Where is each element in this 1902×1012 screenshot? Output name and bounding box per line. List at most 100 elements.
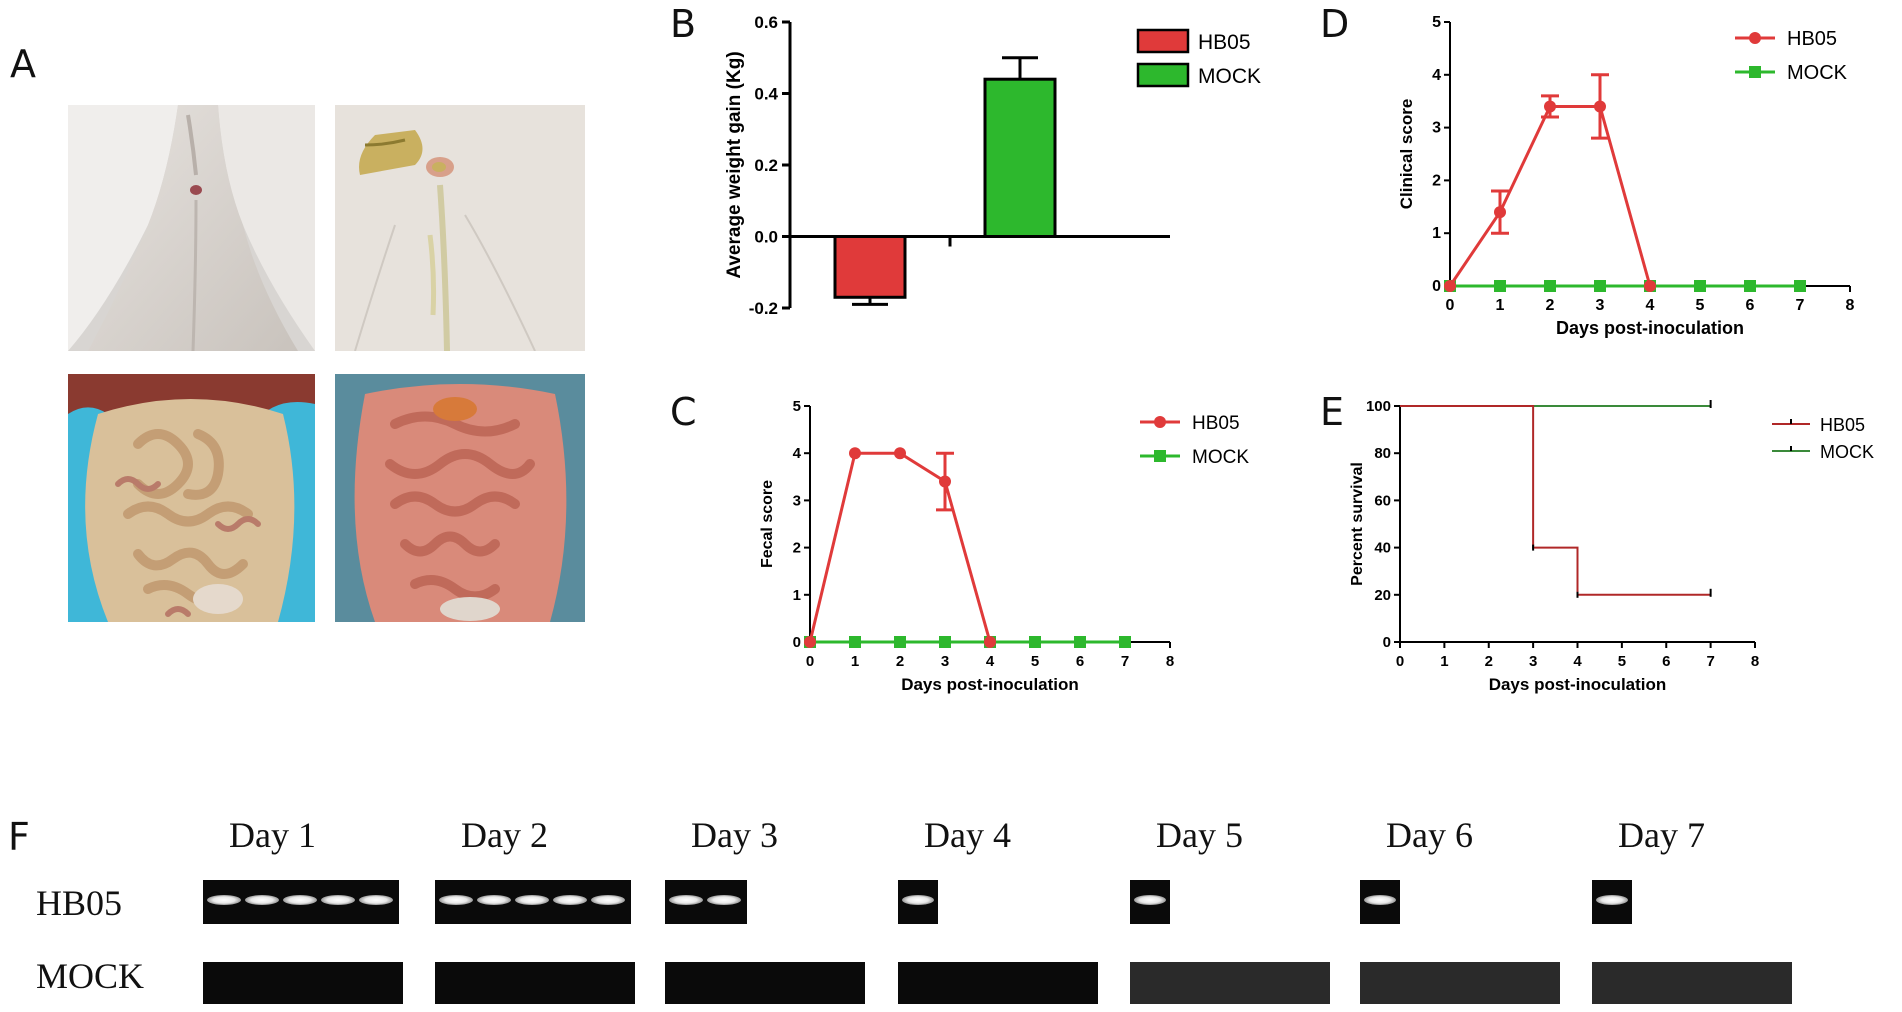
y-tick-label: 0	[1383, 634, 1391, 651]
y-tick-label: 2	[793, 540, 801, 557]
series-line-hb05	[1400, 405, 1711, 596]
y-tick-label: 4	[793, 445, 802, 462]
gel-strip-hb05	[898, 880, 938, 924]
y-tick-label: 3	[793, 492, 801, 509]
data-point-hb05	[1544, 100, 1556, 113]
gel-band	[902, 895, 934, 905]
bar-mock	[983, 77, 1057, 238]
gel-band	[477, 895, 511, 905]
y-axis-label: Clinical score	[1397, 99, 1416, 210]
data-point-hb05	[894, 447, 906, 460]
gel-row-label-hb05: HB05	[36, 883, 123, 923]
x-tick-label: 5	[1618, 653, 1626, 670]
x-tick-label: 6	[1662, 653, 1670, 670]
y-tick-label: 0.2	[754, 156, 778, 175]
gel-day-label: Day 5	[1156, 815, 1243, 855]
y-tick-label: -0.2	[749, 299, 778, 318]
y-tick-label: 40	[1374, 540, 1391, 557]
x-tick-label: 7	[1796, 297, 1805, 314]
data-point-hb05	[984, 636, 996, 648]
gel-band	[207, 895, 241, 905]
data-point-hb05	[1494, 206, 1506, 219]
x-tick-label: 5	[1031, 653, 1039, 670]
x-tick-label: 4	[1646, 297, 1655, 314]
x-tick-label: 8	[1166, 653, 1174, 670]
x-tick-label: 2	[1546, 297, 1555, 314]
data-point-mock	[939, 636, 951, 648]
data-point-mock	[849, 636, 861, 648]
x-tick-label: 1	[1440, 653, 1448, 670]
x-tick-label: 3	[941, 653, 949, 670]
gel-strip-hb05	[435, 880, 631, 924]
data-point-mock	[1029, 636, 1041, 648]
gel-day-label: Day 2	[461, 815, 548, 855]
gel-strip-mock	[665, 962, 865, 1004]
chart-weight-gain: -0.2 0.0 0.2 0.4 0.6 Average weight gain (Kg)…	[724, 13, 1261, 318]
gel-band	[669, 895, 703, 905]
x-tick-label: 0	[806, 653, 814, 670]
x-axis-label: Days post-inoculation	[901, 675, 1079, 694]
data-point-hb05	[1644, 280, 1656, 292]
gel-day-label: Day 1	[229, 815, 316, 855]
legend-label: MOCK	[1820, 442, 1874, 462]
y-tick-label: 80	[1374, 445, 1391, 462]
gel-strip-hb05	[665, 880, 747, 924]
series-line-hb05	[808, 451, 992, 643]
y-tick-label: 3	[1432, 120, 1441, 137]
panel-label-b: B	[670, 2, 697, 46]
y-tick-label: 100	[1366, 398, 1391, 415]
y-axis-label: Average weight gain (Kg)	[724, 51, 745, 278]
gel-strip-hb05	[203, 880, 399, 924]
gel-band	[359, 895, 393, 905]
gel-row-label-mock: MOCK	[36, 956, 145, 996]
data-point-hb05	[804, 636, 816, 648]
x-tick-label: 1	[851, 653, 859, 670]
gel-band	[707, 895, 741, 905]
photo-mock-intestine	[68, 374, 315, 622]
legend-marker	[1749, 66, 1761, 78]
y-tick-label: 4	[1432, 67, 1441, 84]
gel-strip-hb05	[1360, 880, 1400, 924]
y-tick-label: 0	[793, 634, 801, 651]
x-tick-label: 1	[1496, 297, 1505, 314]
x-axis-label: Days post-inoculation	[1556, 318, 1744, 338]
x-tick-label: 4	[986, 653, 995, 670]
x-axis-label: Days post-inoculation	[1489, 675, 1667, 694]
data-point-hb05	[849, 447, 861, 460]
legend-label: HB05	[1820, 415, 1865, 435]
y-tick-label: 0.4	[754, 85, 778, 104]
y-tick-label: 60	[1374, 492, 1391, 509]
gel-band	[283, 895, 317, 905]
gel-band	[553, 895, 587, 905]
gel-band	[321, 895, 355, 905]
y-tick-label: 5	[793, 398, 801, 415]
gel-strip-hb05	[1130, 880, 1170, 924]
data-point-hb05	[1594, 100, 1606, 113]
x-tick-label: 0	[1396, 653, 1404, 670]
data-point-mock	[1744, 280, 1756, 292]
data-point-mock	[1494, 280, 1506, 292]
gel-band	[245, 895, 279, 905]
x-tick-label: 2	[896, 653, 904, 670]
gel-band	[1364, 895, 1396, 905]
x-tick-label: 8	[1846, 297, 1855, 314]
gel-strip-hb05	[1592, 880, 1632, 924]
panel-label-f: F	[8, 815, 30, 859]
gel-strip-mock	[1360, 962, 1560, 1004]
legend-marker	[1749, 32, 1761, 44]
x-tick-label: 2	[1485, 653, 1493, 670]
panel-label-a: A	[10, 42, 36, 86]
y-tick-label: 0	[1432, 278, 1441, 295]
data-point-mock	[1544, 280, 1556, 292]
gel-day-label: Day 6	[1386, 815, 1473, 855]
y-tick-label: 1	[1432, 225, 1441, 242]
data-point-hb05	[939, 475, 951, 488]
gel-strip-mock	[898, 962, 1098, 1004]
photo-hb05-diarrhea	[335, 105, 585, 351]
legend-swatch	[1136, 62, 1190, 88]
legend-marker	[1154, 416, 1166, 428]
gel-band	[515, 895, 549, 905]
data-point-mock	[1074, 636, 1086, 648]
y-tick-label: 2	[1432, 172, 1441, 189]
x-tick-label: 4	[1573, 653, 1582, 670]
